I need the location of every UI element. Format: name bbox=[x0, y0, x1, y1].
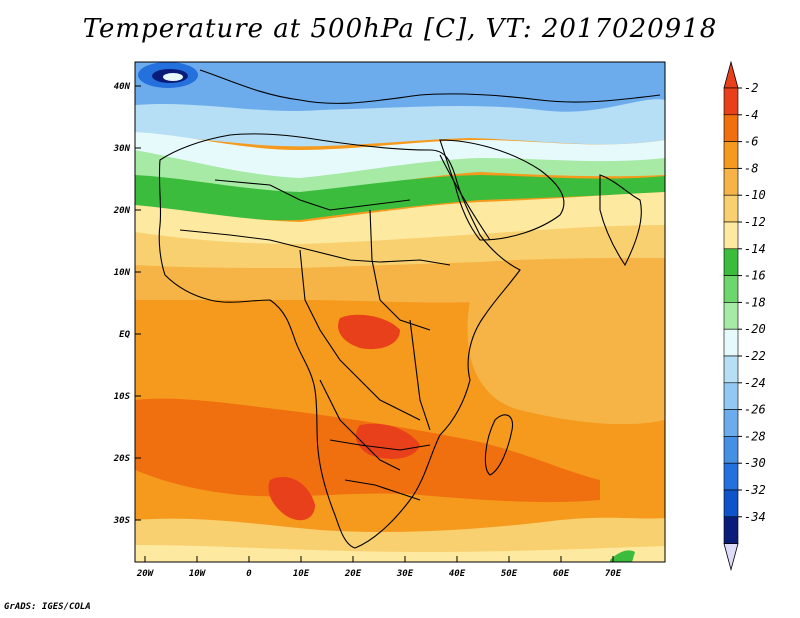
colorbar-label: -10 bbox=[744, 188, 766, 202]
longitude-axis: 20W 10W 0 10E 20E 30E 40E 50E 60E 70E bbox=[136, 556, 622, 579]
madagascar-outline bbox=[484, 414, 514, 476]
red-sea bbox=[439, 154, 491, 241]
colorbar-swatch bbox=[723, 114, 739, 142]
colorbar-swatch bbox=[723, 141, 739, 169]
lon-tick-label: 20W bbox=[136, 569, 155, 579]
colorbar-label: -22 bbox=[744, 349, 766, 363]
lon-tick-label: 0 bbox=[246, 569, 252, 579]
lat-tick-label: 10S bbox=[114, 392, 131, 402]
colorbar-swatch bbox=[723, 194, 739, 223]
field-cold-core-center bbox=[163, 73, 183, 81]
border-6 bbox=[329, 439, 431, 451]
colorbar-swatch bbox=[723, 436, 739, 464]
field-band-lightorange bbox=[135, 258, 665, 303]
colorbar-label: -34 bbox=[744, 510, 766, 524]
credit-text: GrADS: IGES/COLA bbox=[4, 602, 91, 612]
india-outline bbox=[599, 174, 642, 267]
temperature-field bbox=[135, 62, 665, 562]
field-band-lightgreen bbox=[135, 150, 665, 195]
colorbar-swatch bbox=[723, 409, 739, 437]
colorbar-swatch bbox=[723, 275, 739, 303]
colorbar-label: -30 bbox=[744, 456, 766, 470]
lat-tick-label: 40N bbox=[114, 82, 131, 92]
colorbar-swatch bbox=[723, 248, 739, 276]
lon-tick-label: 60E bbox=[553, 569, 570, 579]
field-band-cyan bbox=[135, 132, 665, 183]
border-1 bbox=[214, 179, 411, 211]
map-frame bbox=[134, 61, 666, 563]
colorbar-swatch bbox=[723, 489, 739, 518]
colorbar-swatch bbox=[723, 516, 739, 544]
colorbar-swatch bbox=[723, 382, 739, 410]
colorbar-swatch bbox=[723, 221, 739, 250]
colorbar-swatch bbox=[723, 87, 739, 116]
field-warm-east bbox=[467, 295, 665, 425]
europe-coast bbox=[199, 69, 661, 104]
lon-tick-label: 50E bbox=[501, 569, 518, 579]
border-5 bbox=[319, 379, 401, 471]
colorbar-label: -6 bbox=[744, 135, 758, 149]
colorbar-label: -28 bbox=[744, 429, 766, 443]
lon-tick-label: 70E bbox=[605, 569, 622, 579]
colorbar-label: -2 bbox=[744, 81, 758, 95]
colorbar-label: -12 bbox=[744, 215, 766, 229]
lat-tick-label: 30S bbox=[113, 516, 131, 526]
lat-tick-label: 20N bbox=[113, 206, 131, 216]
field-hot-namibia bbox=[268, 476, 315, 521]
colorbar-label: -18 bbox=[744, 295, 766, 309]
latitude-axis: 40N 30N 20N 10N EQ 10S 20S 30S bbox=[113, 82, 141, 526]
colorbar-label: -32 bbox=[744, 483, 766, 497]
arabia-outline bbox=[439, 139, 565, 241]
colorbar-label: -26 bbox=[744, 403, 766, 417]
lat-tick-label: EQ bbox=[119, 330, 130, 340]
colorbar-label: -4 bbox=[744, 108, 758, 122]
coastlines bbox=[158, 69, 661, 549]
lat-tick-label: 20S bbox=[113, 454, 131, 464]
field-hot-zambia bbox=[355, 423, 420, 459]
field-south-pale bbox=[135, 545, 665, 562]
lon-tick-label: 30E bbox=[396, 569, 414, 579]
colorbar-swatch bbox=[723, 328, 739, 357]
colorbar-swatch bbox=[723, 355, 739, 384]
field-green-spot bbox=[610, 550, 635, 562]
border-2 bbox=[179, 229, 451, 266]
colorbar-label: -24 bbox=[744, 376, 766, 390]
colorbar-label: -8 bbox=[744, 161, 758, 175]
colorbar-swatch bbox=[723, 168, 739, 196]
lat-tick-label: 30N bbox=[113, 144, 131, 154]
colorbar: -2 -4 -6 -8 -10 -12 -14 -16 -18 -20 -22 -24 -26 -28 -3… bbox=[723, 60, 766, 572]
border-3 bbox=[299, 249, 421, 421]
border-7 bbox=[344, 479, 421, 501]
field-hot-congo bbox=[338, 314, 400, 350]
colorbar-label: -20 bbox=[744, 322, 766, 336]
field-band-green bbox=[135, 175, 665, 221]
colorbar-label: -14 bbox=[744, 242, 766, 256]
lat-tick-label: 10N bbox=[114, 268, 131, 278]
lon-tick-label: 40E bbox=[449, 569, 466, 579]
lon-tick-label: 10W bbox=[189, 569, 207, 579]
africa-coastline bbox=[158, 133, 521, 549]
colorbar-bottom-arrow bbox=[723, 543, 739, 572]
colorbar-label: -16 bbox=[744, 269, 766, 283]
colorbar-swatch bbox=[723, 462, 739, 491]
chart-title: Temperature at 500hPa [C], VT: 201702091… bbox=[82, 14, 718, 44]
border-8 bbox=[409, 319, 431, 431]
lon-tick-label: 20E bbox=[344, 569, 362, 579]
lon-tick-label: 10E bbox=[293, 569, 310, 579]
colorbar-top-arrow bbox=[723, 60, 739, 89]
colorbar-swatch bbox=[723, 302, 739, 330]
